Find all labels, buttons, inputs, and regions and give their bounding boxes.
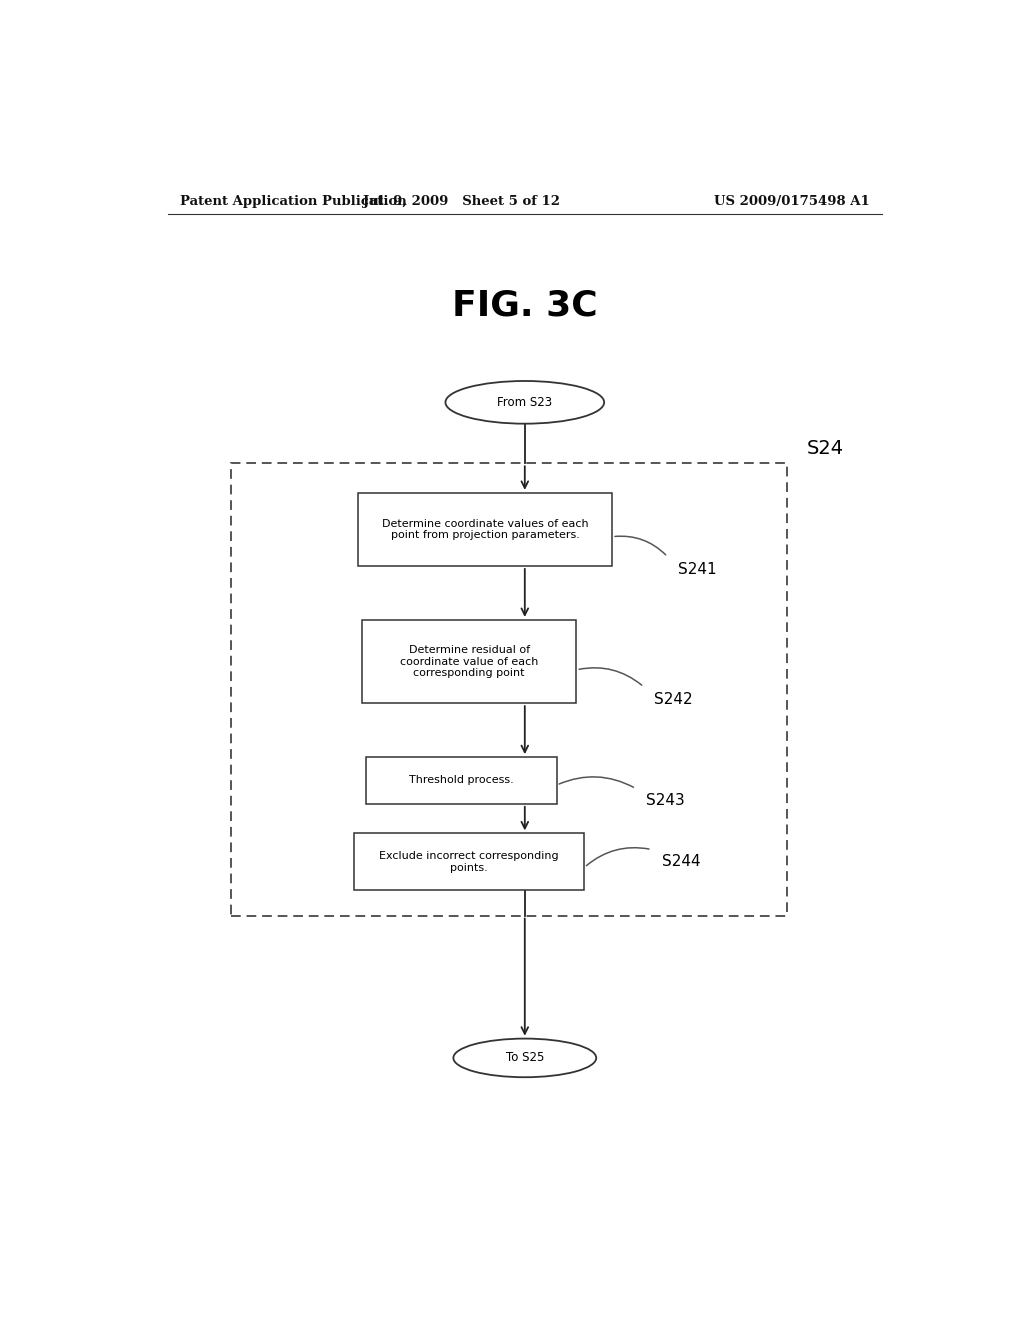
Ellipse shape — [445, 381, 604, 424]
Text: S241: S241 — [678, 561, 717, 577]
Text: Threshold process.: Threshold process. — [409, 775, 514, 785]
Text: Determine coordinate values of each
point from projection parameters.: Determine coordinate values of each poin… — [382, 519, 589, 540]
Text: Jul. 9, 2009   Sheet 5 of 12: Jul. 9, 2009 Sheet 5 of 12 — [362, 194, 560, 207]
Text: From S23: From S23 — [498, 396, 552, 409]
Text: S243: S243 — [646, 793, 685, 808]
Bar — [354, 833, 585, 890]
Text: To S25: To S25 — [506, 1052, 544, 1064]
Bar — [362, 620, 577, 704]
Text: S24: S24 — [807, 438, 844, 458]
Text: Determine residual of
coordinate value of each
corresponding point: Determine residual of coordinate value o… — [400, 645, 539, 678]
Text: FIG. 3C: FIG. 3C — [452, 289, 598, 323]
Text: S244: S244 — [663, 854, 700, 870]
Text: Exclude incorrect corresponding
points.: Exclude incorrect corresponding points. — [380, 851, 559, 873]
Bar — [367, 758, 557, 804]
Ellipse shape — [454, 1039, 596, 1077]
Text: US 2009/0175498 A1: US 2009/0175498 A1 — [715, 194, 870, 207]
Bar — [231, 463, 786, 916]
Text: S242: S242 — [654, 692, 693, 706]
Text: Patent Application Publication: Patent Application Publication — [179, 194, 407, 207]
Bar — [358, 492, 612, 566]
